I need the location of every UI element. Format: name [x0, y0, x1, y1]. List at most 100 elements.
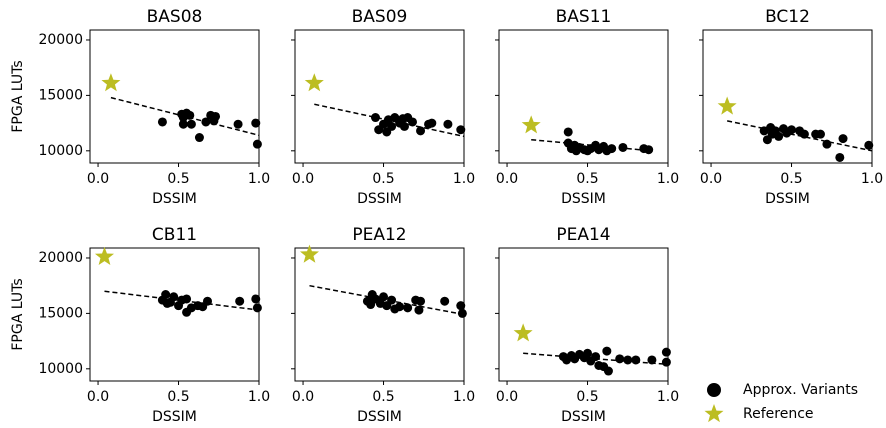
x-axis-label: DSSIM [357, 409, 402, 425]
y-tick-label: 15000 [38, 87, 83, 103]
variant-point [252, 303, 262, 313]
axes-frame [294, 247, 465, 382]
reference-star [94, 246, 114, 265]
legend-label: Approx. Variants [743, 382, 858, 398]
variant-point [252, 139, 262, 149]
variant-point [864, 140, 874, 150]
x-tick-label: 0.5 [167, 389, 189, 405]
x-tick-label: 0.5 [576, 389, 598, 405]
subplot-title: BC12 [765, 7, 810, 27]
reference-star [304, 73, 324, 92]
x-axis-label: DSSIM [357, 191, 402, 207]
variant-point [416, 296, 426, 306]
axes-frame [89, 29, 260, 164]
variant-point [416, 126, 426, 136]
variant-point [251, 118, 261, 128]
x-tick-label: 0.5 [576, 171, 598, 187]
variant-point [202, 296, 212, 306]
variant-point [251, 294, 261, 304]
fit-line [104, 290, 260, 311]
reference-star [299, 244, 319, 263]
y-tick-label: 20000 [38, 250, 83, 266]
subplot-title: BAS11 [556, 7, 612, 27]
variant-point [395, 302, 405, 312]
variant-point [602, 346, 612, 356]
x-tick-label: 1.0 [453, 389, 475, 405]
x-tick-label: 0.5 [372, 171, 394, 187]
x-tick-label: 1.0 [248, 171, 270, 187]
x-axis-label: DSSIM [561, 409, 606, 425]
variant-point [185, 110, 195, 120]
axes-frame [89, 247, 260, 382]
subplot-title: PEA14 [556, 225, 610, 245]
variant-point [157, 117, 167, 127]
legend-marker [707, 383, 721, 397]
subplot-title: BAS09 [352, 7, 408, 27]
axes-frame [702, 29, 873, 164]
x-tick-label: 0.5 [372, 389, 394, 405]
x-tick-label: 0.0 [496, 171, 518, 187]
subplot-title: PEA12 [352, 225, 406, 245]
reference-star [513, 323, 533, 342]
variant-point [194, 133, 204, 143]
x-axis-label: DSSIM [561, 191, 606, 207]
x-tick-label: 0.0 [700, 171, 722, 187]
variant-point [774, 131, 784, 141]
variant-point [178, 119, 188, 129]
x-tick-label: 0.0 [292, 171, 314, 187]
variant-point [661, 357, 671, 367]
variant-point [615, 354, 625, 364]
variant-point [201, 117, 211, 127]
variant-point [456, 301, 466, 311]
variant-point [370, 113, 380, 123]
variant-point [443, 119, 453, 129]
x-axis-label: DSSIM [152, 191, 197, 207]
legend-label: Reference [743, 406, 814, 422]
x-tick-label: 0.5 [167, 171, 189, 187]
variant-point [387, 295, 397, 305]
y-tick-label: 10000 [38, 361, 83, 377]
subplot-title: CB11 [152, 225, 197, 245]
y-tick-label: 10000 [38, 143, 83, 159]
variant-point [623, 355, 633, 365]
variant-point [440, 296, 450, 306]
y-tick-label: 15000 [38, 305, 83, 321]
x-tick-label: 1.0 [657, 171, 679, 187]
reference-star [101, 73, 121, 92]
variant-point [631, 355, 641, 365]
variant-point [414, 305, 424, 315]
x-axis-label: DSSIM [152, 409, 197, 425]
x-tick-label: 1.0 [248, 389, 270, 405]
variant-point [407, 117, 417, 127]
subplot-title: BAS08 [147, 7, 203, 27]
variant-point [822, 139, 832, 149]
variant-point [456, 125, 466, 135]
variant-point [387, 121, 397, 131]
reference-star [717, 96, 737, 115]
variant-point [787, 125, 797, 135]
variant-point [583, 348, 593, 358]
variant-point [169, 292, 179, 302]
variant-point [211, 111, 221, 121]
variant-point [661, 347, 671, 357]
variant-point [161, 290, 171, 300]
x-tick-label: 0.0 [496, 389, 518, 405]
x-tick-label: 0.0 [292, 389, 314, 405]
reference-star [521, 115, 541, 134]
variant-point [563, 127, 573, 137]
variant-point [799, 129, 809, 139]
fit-line [309, 284, 465, 316]
y-axis-label: FPGA LUTs [10, 278, 26, 350]
y-tick-label: 20000 [38, 32, 83, 48]
legend-marker [704, 404, 724, 423]
axes-frame [498, 29, 669, 164]
variant-point [603, 366, 613, 376]
fit-line [726, 120, 873, 152]
axes-frame [294, 29, 465, 164]
variant-point [379, 292, 389, 302]
x-tick-label: 1.0 [861, 171, 883, 187]
variant-point [427, 118, 437, 128]
variant-point [835, 152, 845, 162]
x-axis-label: DSSIM [765, 191, 810, 207]
